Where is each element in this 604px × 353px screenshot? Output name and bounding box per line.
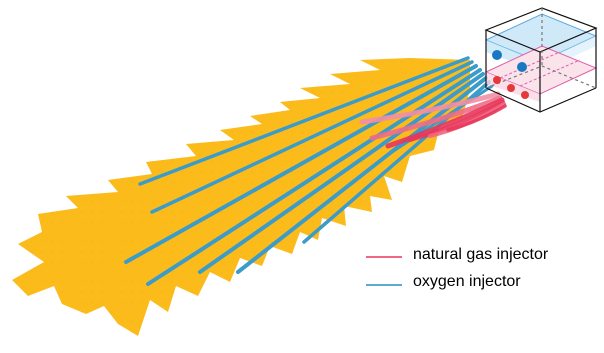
oxygen-stream: [138, 56, 470, 186]
gas-stream: [369, 95, 503, 141]
gas-stream: [359, 91, 501, 125]
oxygen-stream: [236, 76, 488, 274]
oxygen-injector-dot: [517, 62, 527, 72]
oxygen-stream: [150, 60, 474, 214]
legend-label-gas: natural gas injector: [413, 246, 549, 263]
gas-injector-dot: [521, 91, 529, 99]
gas-streams: [359, 91, 507, 149]
oxygen-injector-dot: [492, 50, 502, 60]
oxygen-stream: [146, 68, 482, 286]
gas-stream: [446, 104, 507, 132]
gas-stream: [385, 97, 505, 149]
gas-injector-dot: [507, 84, 515, 92]
cube-wireframe-icon: [484, 7, 598, 113]
gas-stream: [408, 100, 505, 142]
oxygen-stream: [124, 64, 478, 264]
legend: [366, 256, 402, 286]
gas-injector-dot: [493, 76, 501, 84]
legend-label-oxygen: oxygen injector: [413, 273, 521, 290]
